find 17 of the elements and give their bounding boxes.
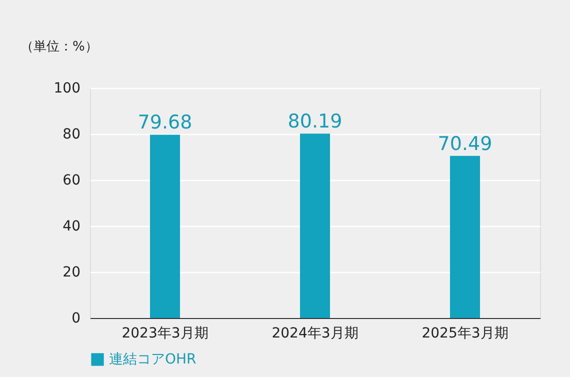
y-tick-label: 100 (54, 80, 80, 96)
y-tick-label: 0 (72, 310, 80, 326)
bar (300, 134, 330, 318)
y-axis-title: （単位：%） (20, 40, 98, 54)
bar (150, 134, 180, 318)
data-label: 79.68 (138, 112, 192, 134)
data-label: 70.49 (438, 132, 492, 155)
y-tick-label: 20 (62, 264, 80, 280)
legend-label: 連結コアOHR (109, 352, 197, 368)
x-tick-label: 2023年3月期 (122, 326, 208, 342)
y-tick-label: 40 (62, 218, 80, 234)
bar (450, 156, 480, 318)
x-tick-label: 2025年3月期 (422, 326, 508, 342)
data-label: 80.19 (288, 110, 342, 133)
y-tick-label: 80 (62, 126, 80, 142)
y-tick-label: 60 (62, 172, 80, 188)
x-tick-label: 2024年3月期 (272, 326, 358, 342)
